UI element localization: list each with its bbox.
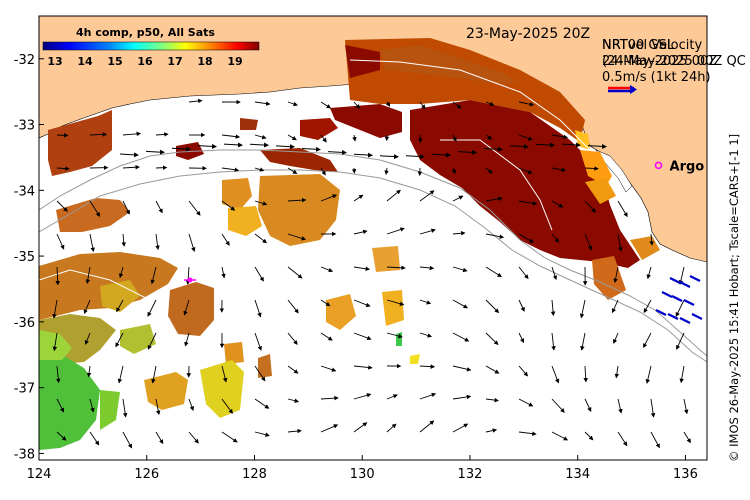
colorbar-tick-label: 18 <box>197 55 212 68</box>
colorbar-tick-label: 17 <box>167 55 182 68</box>
date-label: 23-May-2025 20Z <box>466 26 590 42</box>
legend-line-4: (24-May-2025 00Z QC <box>602 54 746 69</box>
lat-tick-label: -35 <box>14 250 35 265</box>
velocity-arrow <box>57 135 68 136</box>
lon-tick-label: 126 <box>134 467 159 482</box>
lon-tick-label: 130 <box>350 467 375 482</box>
lat-tick-label: -37 <box>14 382 35 397</box>
lat-tick-label: -34 <box>14 184 35 199</box>
colorbar-tick-label: 16 <box>137 55 153 68</box>
lon-tick-label: 124 <box>27 467 52 482</box>
velocity-arrow <box>420 135 421 142</box>
colorbar-tick-label: 14 <box>77 55 93 68</box>
argo-label: Argo <box>670 159 705 174</box>
velocity-arrow <box>156 168 167 169</box>
colorbar-tick-label: 13 <box>47 55 62 68</box>
legend-line-3: NRTvel Velocity <box>602 38 702 53</box>
colorbar-tick-label: 15 <box>107 55 122 68</box>
lon-tick-label: 136 <box>673 467 698 482</box>
lon-tick-label: 134 <box>565 467 590 482</box>
lat-tick-label: -33 <box>14 119 35 134</box>
colorbar-gradient <box>43 42 259 50</box>
lat-tick-label: -38 <box>14 447 35 462</box>
lon-tick-label: 128 <box>242 467 267 482</box>
credit-text: © IMOS 26-May-2025 15:41 Hobart; Tscale=… <box>727 134 741 462</box>
legend-scale-label: 0.5m/s (1kt 24h) <box>602 70 711 85</box>
colorbar-title: 4h comp, p50, All Sats <box>76 26 215 39</box>
colorbar-tick-label: 19 <box>227 55 242 68</box>
lat-tick-label: -36 <box>14 316 35 331</box>
lon-tick-label: 132 <box>458 467 483 482</box>
lat-tick-label: -32 <box>14 53 35 68</box>
